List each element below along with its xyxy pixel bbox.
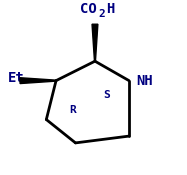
Text: CO: CO (80, 2, 97, 16)
Text: H: H (106, 2, 114, 16)
Polygon shape (92, 24, 98, 61)
Text: S: S (103, 90, 110, 100)
Text: NH: NH (136, 74, 153, 88)
Text: Et: Et (7, 71, 24, 85)
Text: R: R (69, 105, 76, 115)
Polygon shape (20, 78, 56, 83)
Text: 2: 2 (98, 9, 105, 19)
